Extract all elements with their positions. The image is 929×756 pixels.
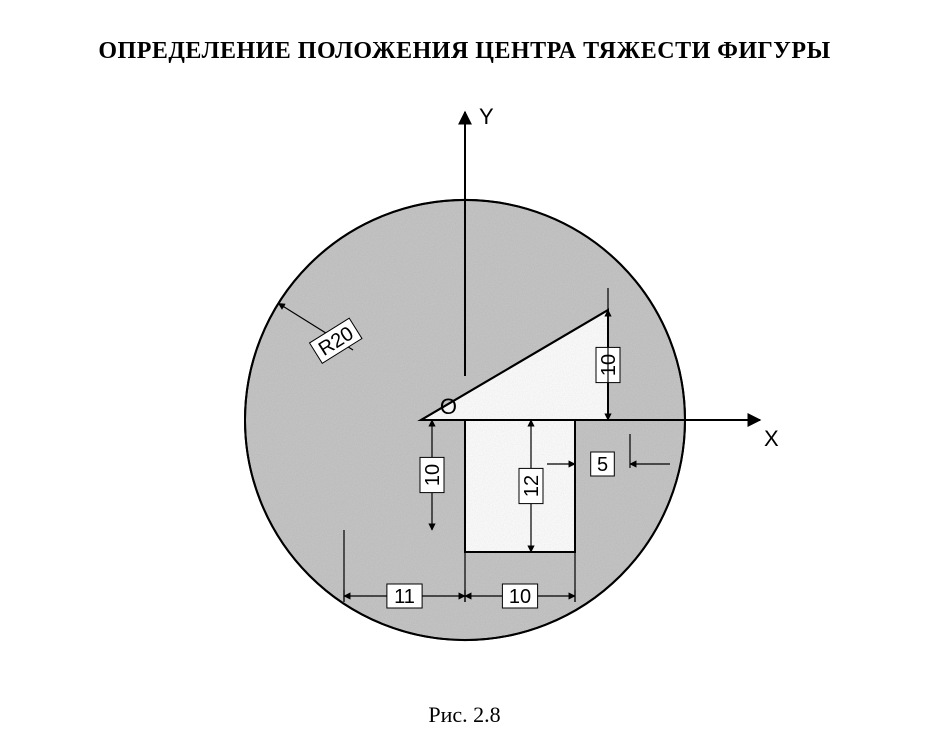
svg-text:5: 5	[597, 454, 608, 476]
svg-text:12: 12	[521, 475, 543, 497]
svg-text:11: 11	[394, 586, 415, 608]
svg-text:10: 10	[509, 586, 531, 608]
svg-text:10: 10	[422, 464, 444, 486]
x-axis-label: X	[764, 426, 779, 451]
figure-caption: Рис. 2.8	[0, 702, 929, 728]
y-axis-label: Y	[479, 104, 494, 129]
origin-label: O	[440, 394, 457, 419]
figure-drawing: XYOR2010121051110	[0, 0, 929, 756]
svg-text:10: 10	[598, 354, 620, 376]
